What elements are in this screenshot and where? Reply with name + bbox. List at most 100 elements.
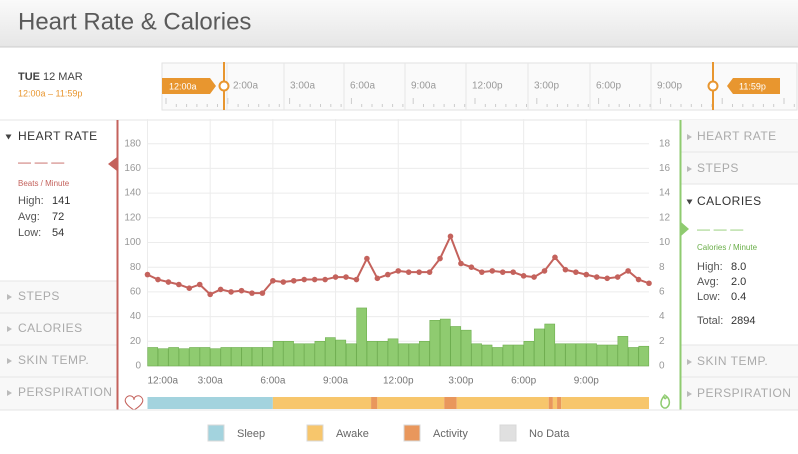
panel-item[interactable]: PERSPIRATION xyxy=(697,386,791,400)
stat-label: Total: xyxy=(697,315,723,327)
panel-item[interactable]: SKIN TEMP. xyxy=(18,353,89,367)
activity-segment xyxy=(456,397,549,409)
calorie-bar xyxy=(554,343,566,367)
heart-rate-point xyxy=(625,268,631,274)
calorie-bar xyxy=(272,340,284,367)
timeline-end-handle[interactable] xyxy=(727,78,780,94)
collapse-arrow xyxy=(7,390,12,396)
right-active-title[interactable]: CALORIES xyxy=(697,194,762,208)
calorie-bar xyxy=(251,347,263,367)
date-date: 12 MAR xyxy=(43,71,83,83)
heart-rate-point xyxy=(353,276,360,283)
stat-label: High: xyxy=(18,195,44,207)
panel-item[interactable]: SKIN TEMP. xyxy=(697,354,768,368)
calorie-bar xyxy=(304,343,315,367)
panel-item[interactable]: HEART RATE xyxy=(697,129,777,143)
timeline-label: 6:00p xyxy=(596,81,621,92)
heart-rate-point xyxy=(416,269,422,275)
activity-segment xyxy=(561,397,649,409)
heart-rate-point xyxy=(343,274,349,280)
calorie-bar xyxy=(450,326,462,367)
calorie-bar xyxy=(638,345,650,367)
heart-rate-point xyxy=(604,275,611,282)
heart-rate-point xyxy=(217,286,224,293)
heart-rate-point xyxy=(270,277,276,284)
heart-rate-point xyxy=(468,264,475,271)
calorie-bar xyxy=(147,347,159,367)
calorie-bar xyxy=(607,344,618,367)
date-day: TUE xyxy=(18,71,40,83)
y2-tick-label: 6 xyxy=(659,287,665,298)
calorie-bar xyxy=(356,307,367,367)
y2-tick-label: 14 xyxy=(659,188,671,199)
calorie-bar xyxy=(210,348,221,367)
panel-item[interactable]: PERSPIRATION xyxy=(18,385,112,399)
x-tick-label: 9:00a xyxy=(323,376,348,387)
calorie-bar xyxy=(230,347,242,367)
heart-rate-point xyxy=(552,254,558,261)
heart-rate-point xyxy=(489,268,496,274)
left-active-title[interactable]: HEART RATE xyxy=(18,129,98,143)
y-tick-label: 180 xyxy=(124,138,141,149)
heart-rate-point xyxy=(165,279,172,285)
timeline-start-handle[interactable] xyxy=(162,78,216,94)
heart-rate-point xyxy=(280,279,287,285)
calorie-bar xyxy=(419,340,430,367)
calorie-bar xyxy=(314,340,326,367)
calorie-bar xyxy=(262,347,273,367)
heart-rate-point xyxy=(196,281,203,288)
stat-value: 141 xyxy=(52,195,70,207)
legend-label: Sleep xyxy=(237,428,265,440)
stat-value: 2894 xyxy=(731,315,755,327)
y-tick-label: 60 xyxy=(130,287,142,298)
timeline-end-knob[interactable] xyxy=(707,80,719,92)
y-tick-label: 80 xyxy=(130,262,142,273)
activity-segment xyxy=(371,397,378,409)
panel-item[interactable]: STEPS xyxy=(697,161,739,175)
timeline-ruler[interactable] xyxy=(161,62,798,111)
panel-item[interactable]: CALORIES xyxy=(18,321,83,335)
legend-swatch xyxy=(207,424,225,442)
timeline-label: 2:00a xyxy=(233,81,258,92)
heart-rate-point xyxy=(437,255,443,262)
left-placeholder: — — — xyxy=(18,154,64,169)
heart-rate-point xyxy=(593,274,600,280)
stat-value: 0.4 xyxy=(731,291,746,303)
heart-rate-point xyxy=(510,269,516,275)
calorie-bar xyxy=(345,343,357,367)
calorie-bar xyxy=(283,340,294,367)
timeline-label: 3:00p xyxy=(534,81,559,92)
calorie-bar xyxy=(398,343,409,367)
activity-segment xyxy=(272,397,372,409)
legend-label: Awake xyxy=(336,428,369,440)
heart-rate-point xyxy=(583,271,590,278)
collapse-arrow xyxy=(7,358,12,364)
calorie-bar xyxy=(565,343,576,367)
y2-tick-label: 4 xyxy=(659,311,665,322)
activity-segment xyxy=(557,397,562,409)
calorie-bar xyxy=(387,338,399,367)
heart-rate-point xyxy=(249,290,255,296)
expand-arrow xyxy=(5,134,12,140)
activity-segment xyxy=(147,397,273,409)
activity-segment xyxy=(552,397,558,409)
calorie-bar xyxy=(293,343,305,367)
calorie-bar xyxy=(544,323,556,367)
heart-rate-point xyxy=(541,268,548,274)
calorie-bar xyxy=(325,337,336,367)
chart: 0 20 40 60 80 100 120 140 160 180 0 2 4 6 8 10 12 14 16 18 1… xyxy=(124,119,671,409)
activity-segment xyxy=(548,397,553,409)
y-tick-label: 40 xyxy=(130,311,142,322)
timeline-label: 9:00p xyxy=(657,81,682,92)
panel-item[interactable]: STEPS xyxy=(18,289,60,303)
heart-rate-point xyxy=(635,276,642,283)
heart-rate-point xyxy=(322,276,328,283)
heart-rate-point xyxy=(520,273,527,279)
timeline-start-knob[interactable] xyxy=(218,80,230,92)
calorie-bar xyxy=(628,347,639,367)
heart-rate-point xyxy=(238,287,245,294)
heart-rate-point xyxy=(385,271,391,278)
y-tick-label: 100 xyxy=(124,237,141,248)
flame-icon xyxy=(660,393,671,409)
header-bar xyxy=(0,0,798,47)
